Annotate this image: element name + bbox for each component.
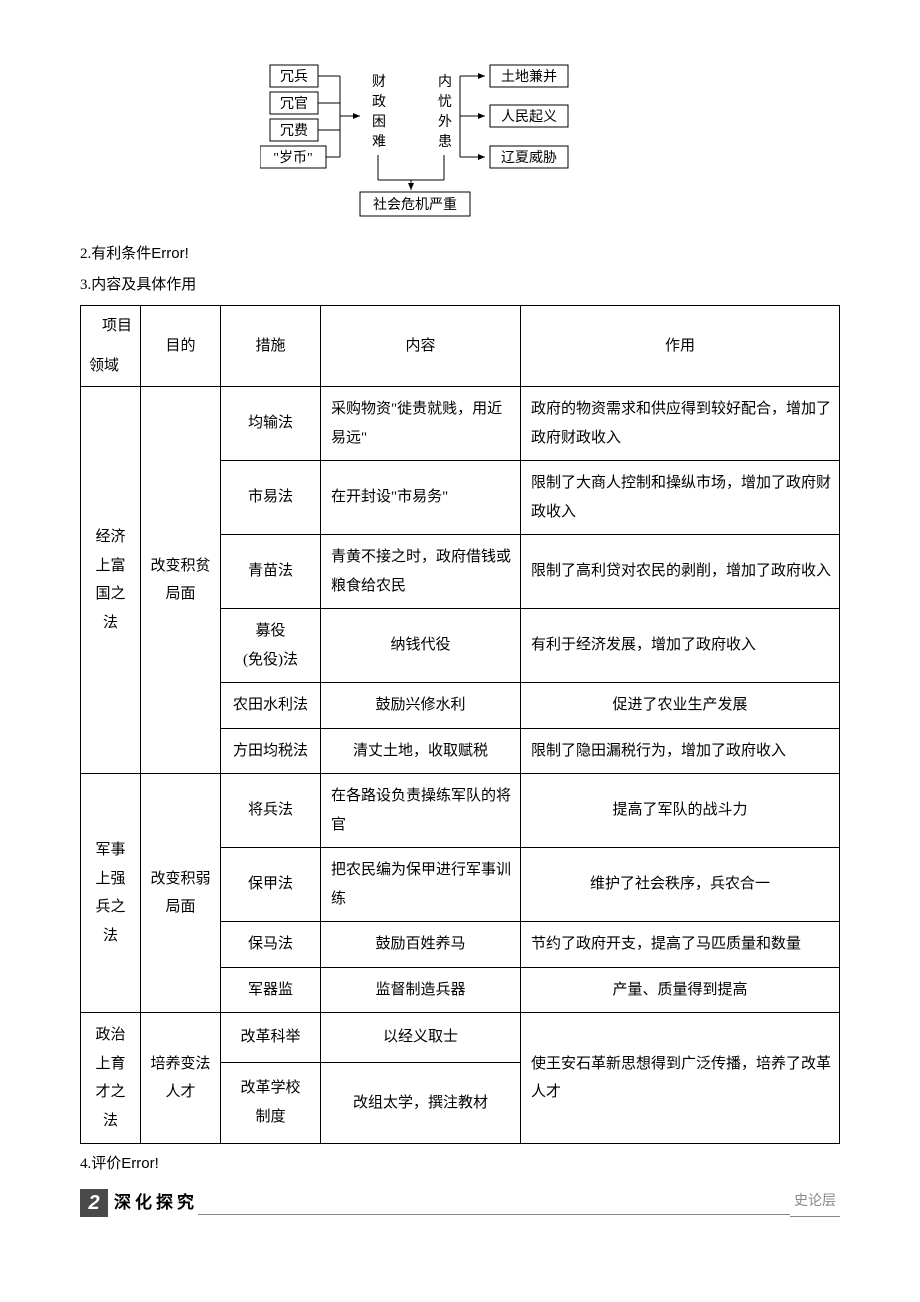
header-content: 内容 <box>321 306 521 387</box>
content-0-0: 采购物资"徙贵就贱，用近易远" <box>321 387 521 461</box>
content-0-5: 清丈土地，收取赋税 <box>321 728 521 774</box>
measure-0-1: 市易法 <box>221 461 321 535</box>
measure-1-0: 将兵法 <box>221 774 321 848</box>
header-project: 项目 <box>102 312 132 341</box>
measure-0-3: 募役 (免役)法 <box>221 609 321 683</box>
domain-military: 军事 上强 兵之 法 <box>81 774 141 1013</box>
content-0-1: 在开封设"市易务" <box>321 461 521 535</box>
content-2-0: 以经义取士 <box>321 1013 521 1063</box>
content-1-0: 在各路设负责操练军队的将官 <box>321 774 521 848</box>
measure-1-2: 保马法 <box>221 922 321 968</box>
effect-0-4: 促进了农业生产发展 <box>521 683 840 729</box>
diag-left-0: 冗兵 <box>280 69 308 85</box>
diag-center-right-2: 外 <box>438 114 452 130</box>
section-banner: 2 深化探究 史论层 <box>80 1188 840 1219</box>
error-1: Error! <box>151 245 189 262</box>
diag-center-left-0: 财 <box>372 74 386 90</box>
effect-1-1: 维护了社会秩序，兵农合一 <box>521 848 840 922</box>
diag-center-left-1: 政 <box>372 94 386 110</box>
purpose-economy: 改变积贫 局面 <box>141 387 221 774</box>
section-underline <box>198 1213 790 1215</box>
domain-economy: 经济 上富 国之 法 <box>81 387 141 774</box>
purpose-military: 改变积弱 局面 <box>141 774 221 1013</box>
measure-0-0: 均输法 <box>221 387 321 461</box>
measure-0-5: 方田均税法 <box>221 728 321 774</box>
section-num: 2 <box>80 1189 108 1217</box>
diag-left-2: 冗费 <box>280 123 308 139</box>
effect-0-3: 有利于经济发展，增加了政府收入 <box>521 609 840 683</box>
para-3: 3.内容及具体作用 <box>80 272 840 299</box>
effect-1-2: 节约了政府开支，提高了马匹质量和数量 <box>521 922 840 968</box>
purpose-politics: 培养变法 人才 <box>141 1013 221 1144</box>
content-0-3: 纳钱代役 <box>321 609 521 683</box>
diag-left-3: "岁币" <box>273 150 312 166</box>
effect-2: 使王安石革新思想得到广泛传播，培养了改革人才 <box>521 1013 840 1144</box>
effect-1-3: 产量、质量得到提高 <box>521 967 840 1013</box>
diag-right-2: 辽夏威胁 <box>501 150 557 166</box>
effect-0-1: 限制了大商人控制和操纵市场，增加了政府财政收入 <box>521 461 840 535</box>
content-1-2: 鼓励百姓养马 <box>321 922 521 968</box>
diag-right-1: 人民起义 <box>501 109 557 125</box>
header-diag-cell: 项目 领域 <box>81 306 141 387</box>
diag-center-right-1: 忧 <box>438 94 452 110</box>
diag-right-0: 土地兼并 <box>501 69 557 85</box>
header-measure: 措施 <box>221 306 321 387</box>
effect-1-0: 提高了军队的战斗力 <box>521 774 840 848</box>
para-4: 4.评价Error! <box>80 1150 840 1178</box>
content-1-1: 把农民编为保甲进行军事训练 <box>321 848 521 922</box>
content-1-3: 监督制造兵器 <box>321 967 521 1013</box>
measure-2-1: 改革学校 制度 <box>221 1062 321 1143</box>
para-2-text: 2.有利条件 <box>80 246 151 262</box>
error-2: Error! <box>121 1155 159 1172</box>
measure-1-3: 军器监 <box>221 967 321 1013</box>
effect-0-2: 限制了高利贷对农民的剥削，增加了政府收入 <box>521 535 840 609</box>
measure-0-4: 农田水利法 <box>221 683 321 729</box>
para-4-text: 4.评价 <box>80 1156 121 1172</box>
content-0-4: 鼓励兴修水利 <box>321 683 521 729</box>
header-purpose: 目的 <box>141 306 221 387</box>
diag-center-left-2: 困 <box>372 115 386 130</box>
header-effect: 作用 <box>521 306 840 387</box>
para-2: 2.有利条件Error! <box>80 240 840 268</box>
diag-center-right-3: 患 <box>438 134 452 150</box>
header-domain: 领域 <box>89 352 119 381</box>
effect-0-5: 限制了隐田漏税行为，增加了政府收入 <box>521 728 840 774</box>
section-title: 深化探究 <box>114 1188 198 1219</box>
diag-center-left-3: 难 <box>372 134 386 150</box>
content-2-1: 改组太学，撰注教材 <box>321 1062 521 1143</box>
measure-2-0: 改革科举 <box>221 1013 321 1063</box>
content-0-2: 青黄不接之时，政府借钱或粮食给农民 <box>321 535 521 609</box>
measure-0-2: 青苗法 <box>221 535 321 609</box>
effect-0-0: 政府的物资需求和供应得到较好配合，增加了政府财政收入 <box>521 387 840 461</box>
diag-center-right-0: 内 <box>438 74 452 90</box>
measure-1-1: 保甲法 <box>221 848 321 922</box>
diag-left-1: 冗官 <box>280 96 308 112</box>
crisis-diagram: 冗兵 冗官 冗费 "岁币" 财 政 困 难 内 忧 外 患 土地兼并 人民起义 <box>80 60 840 220</box>
section-tag: 史论层 <box>790 1189 840 1217</box>
reform-table: 项目 领域 目的 措施 内容 作用 经济 上富 国之 法 改变积贫 局面 均输法… <box>80 305 840 1144</box>
diag-bottom: 社会危机严重 <box>373 197 457 213</box>
domain-politics: 政治 上育 才之 法 <box>81 1013 141 1144</box>
